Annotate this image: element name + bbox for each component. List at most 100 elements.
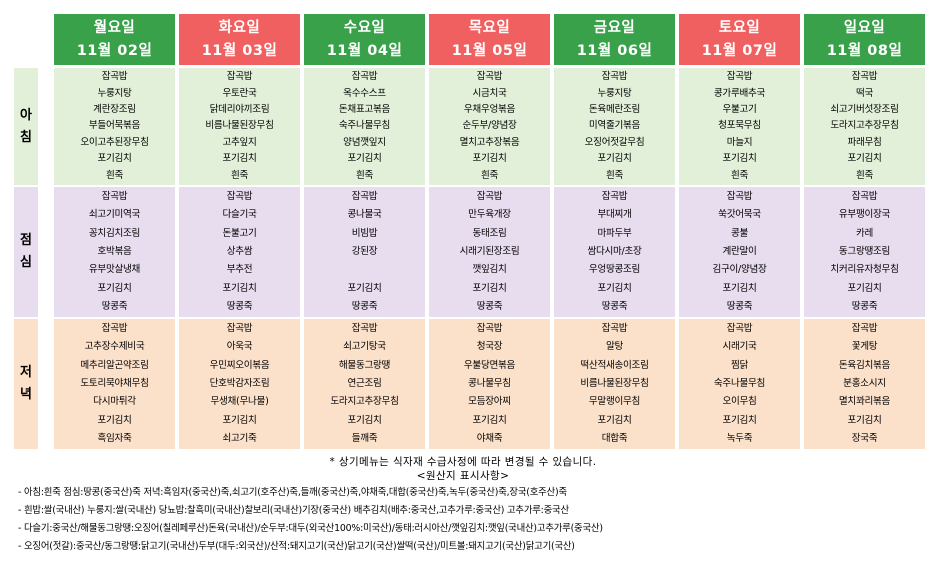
day-header-3: 수요일 11월 04일 [304,14,425,65]
menu-item: 아욱국 [226,341,253,353]
menu-item: 쇠고기미역국 [88,209,141,221]
menu-item: 찜닭 [730,359,749,371]
menu-item: 잡곡밥 [851,191,878,203]
breakfast-menu-day-6: 잡곡밥 콩가루배추국 우불고기 청포묵무침 마늘지 포기김치 흰죽 [679,68,800,185]
breakfast-menu-day-7: 잡곡밥 떡국 쇠고기버섯장조림 도라지고추장무침 파래무침 포기김치 흰죽 [804,68,925,185]
lunch-menu-day-3: 잡곡밥 콩나물국 비빔밥 강된장 포기김치 땅콩죽 [304,187,425,317]
menu-item: 땅콩죽 [851,300,878,312]
menu-item: 포기김치 [347,282,382,294]
menu-item: 부들어묵볶음 [88,120,141,132]
menu-item: 쇠고기버섯장조림 [830,104,899,116]
menu-item: 잡곡밥 [101,191,128,203]
origin-line-3: - 다슬기:중국산/해물동그랑땡:오징어(칠레페루산)돈육(국내산)/순두부:대… [18,523,603,534]
menu-item: 포기김치 [472,414,507,426]
menu-item: 시금치국 [472,87,507,99]
menu-item: 동그랑땡조림 [838,245,891,257]
menu-item: 잡곡밥 [476,323,503,335]
menu-item: 녹두죽 [726,432,753,444]
menu-item: 비빔밥 [351,227,378,239]
day-header-6: 토요일 11월 07일 [679,14,800,65]
day-header-date: 11월 06일 [576,42,653,59]
day-header-5: 금요일 11월 06일 [554,14,675,65]
menu-item: 잡곡밥 [851,71,878,83]
menu-item: 돈불고기 [222,227,257,239]
menu-item: 대합죽 [601,432,628,444]
menu-item: 쌈다시마/초장 [587,245,642,257]
breakfast-label: 아 침 [14,68,38,185]
menu-item: 쑥갓어묵국 [718,209,761,221]
menu-item: 포기김치 [597,153,632,165]
menu-item: 부대찌개 [597,209,632,221]
menu-item: 치커리유자청무침 [830,264,899,276]
menu-item: 단호박감자조림 [209,377,270,389]
menu-item: 쇠고기죽 [222,432,257,444]
menu-item: 돈육메란조림 [588,104,641,116]
menu-item: 호박볶음 [97,245,132,257]
menu-item: 파래무침 [847,136,882,148]
menu-item: 포기김치 [347,153,382,165]
menu-item: 유부팽이장국 [838,209,891,221]
day-header-4: 목요일 11월 05일 [429,14,550,65]
day-header-date: 11월 03일 [201,42,278,59]
lunch-label-char-2: 심 [20,255,32,270]
day-header-1: 월요일 11월 02일 [54,14,175,65]
menu-item: 포기김치 [722,414,757,426]
menu-item: 흰죽 [855,169,874,181]
menu-item: 무생채(무나물) [210,396,269,408]
menu-item: 땅콩죽 [726,300,753,312]
day-header-weekday: 일요일 [843,19,886,36]
menu-item: 꽃게탕 [851,341,878,353]
menu-item: 오이고추된장무침 [80,136,149,148]
menu-item: 흰죽 [105,169,124,181]
weekly-menu-grid: 아 침 점 심 저 녁 월요일 11월 02일 잡곡밥 누룽지탕 계란장조림 부들어묵볶음… [14,14,925,449]
lunch-label-char-1: 점 [20,233,32,248]
menu-item: 도라지고추장무침 [330,396,399,408]
breakfast-label-char-1: 아 [20,107,32,123]
menu-item: 꽁치김치조림 [88,227,141,239]
breakfast-menu-day-4: 잡곡밥 시금치국 우채우엉볶음 순두부/양념장 멸치고추장볶음 포기김치 흰죽 [429,68,550,185]
breakfast-menu-day-3: 잡곡밥 옥수수스프 돈채표고볶음 숙주나물무침 양념깻잎지 포기김치 흰죽 [304,68,425,185]
day-header-weekday: 화요일 [218,19,261,36]
dinner-menu-day-6: 잡곡밥 시래기국 찜닭 숙주나물무침 오이무침 포기김치 녹두죽 [679,319,800,449]
menu-item: 포기김치 [472,282,507,294]
menu-item: 흰죽 [480,169,499,181]
day-header-date: 11월 04일 [326,42,403,59]
lunch-menu-day-1: 잡곡밥 쇠고기미역국 꽁치김치조림 호박볶음 유부맛살냉채 포기김치 땅콩죽 [54,187,175,317]
menu-item: 누룽지탕 [97,87,132,99]
menu-item: 땅콩죽 [226,300,253,312]
menu-item: 땅콩죽 [351,300,378,312]
menu-item: 포기김치 [97,282,132,294]
menu-item: 야채죽 [476,432,503,444]
menu-item: 멸치고추장볶음 [459,136,520,148]
origin-line-2: - 흰밥:쌀(국내산) 누룽지:쌀(국내산) 당뇨밥:찰흑미(국내산)찰보리(국… [18,505,569,516]
menu-item: 포기김치 [222,153,257,165]
menu-item: 도라지고추장무침 [830,120,899,132]
menu-item: 장국죽 [851,432,878,444]
menu-item: 순두부/양념장 [462,120,517,132]
day-header-weekday: 수요일 [343,19,386,36]
menu-item: 잡곡밥 [476,71,503,83]
day-header-2: 화요일 11월 03일 [179,14,300,65]
menu-item: 잡곡밥 [351,323,378,335]
menu-item: 마파두부 [597,227,632,239]
menu-item: 잡곡밥 [851,323,878,335]
menu-item: 오이무침 [722,396,757,408]
menu-item: 카레 [855,227,874,239]
menu-item: 포기김치 [847,282,882,294]
menu-item: 강된장 [351,245,378,257]
dinner-menu-day-4: 잡곡밥 청국장 우불당면볶음 콩나물무침 모듬장아찌 포기김치 야채죽 [429,319,550,449]
menu-item: 해물동그랑땡 [338,359,391,371]
menu-item: 마늘지 [726,136,753,148]
dinner-menu-day-1: 잡곡밥 고추장수제비국 메추리알곤약조림 도토리묵야채무침 다시마튀각 포기김치 흑임자죽 [54,319,175,449]
origin-line-1: - 아침:흰죽 점심:땅콩(중국산)죽 저녁:흑임자(중국산)죽,쇠고기(호주산… [18,487,567,498]
menu-item: 동태조림 [472,227,507,239]
day-header-date: 11월 08일 [826,42,903,59]
menu-item: 김구이/양념장 [712,264,767,276]
menu-item: 흰죽 [605,169,624,181]
breakfast-menu-day-1: 잡곡밥 누룽지탕 계란장조림 부들어묵볶음 오이고추된장무침 포기김치 흰죽 [54,68,175,185]
menu-item: 포기김치 [597,282,632,294]
menu-item: 떡산적새송이조림 [580,359,649,371]
menu-item: 잡곡밥 [476,191,503,203]
menu-item: 숙주나물무침 [713,377,766,389]
menu-item: 무말랭이무침 [588,396,641,408]
